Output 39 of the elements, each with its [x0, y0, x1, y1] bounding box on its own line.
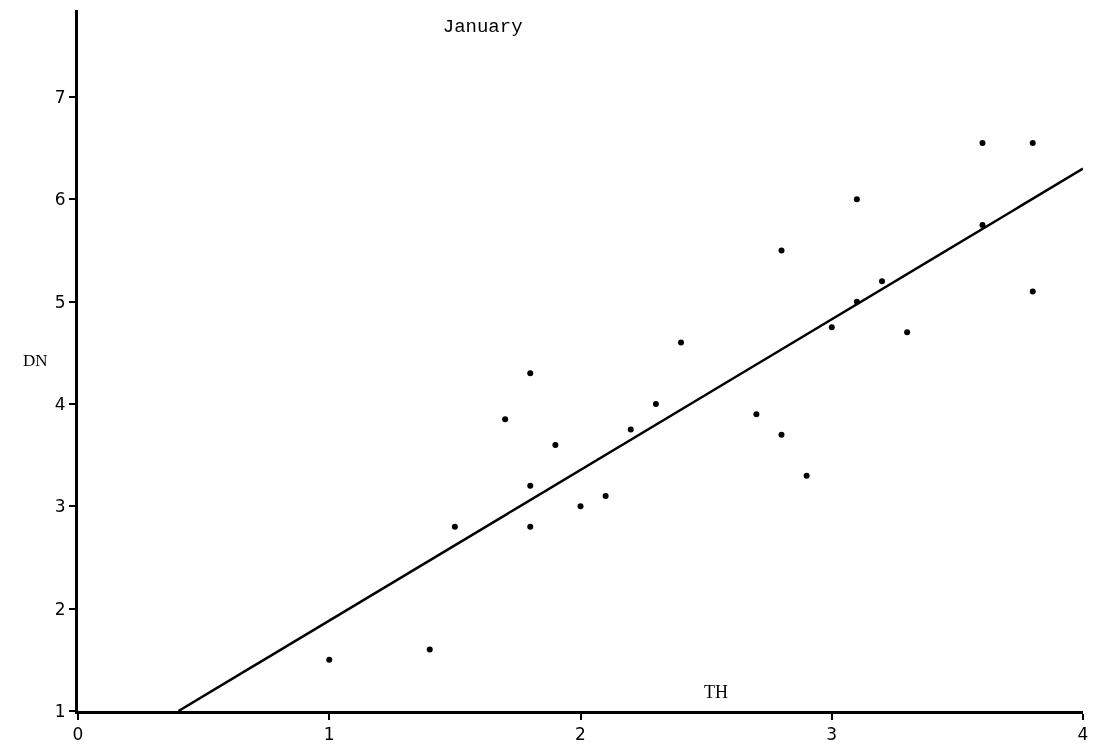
point: [853, 196, 860, 203]
x-tick-label: 0: [72, 724, 84, 745]
x-tick-label: 2: [575, 724, 586, 745]
y-tick-label: 3: [54, 496, 66, 517]
point: [879, 278, 885, 285]
point: [602, 493, 609, 500]
chart-title: January: [442, 16, 523, 39]
x-tick-label: 4: [1077, 724, 1089, 745]
point: [527, 523, 534, 530]
point: [426, 646, 433, 653]
point: [502, 416, 509, 423]
point: [652, 400, 659, 407]
point: [778, 431, 785, 438]
point: [527, 370, 534, 377]
point: [753, 411, 760, 418]
y-tick-label: 2: [54, 598, 66, 619]
point: [451, 523, 458, 530]
y-axis-title: DN: [23, 351, 48, 370]
y-tick-label: 6: [54, 189, 66, 210]
y-tick-label: 7: [54, 86, 66, 107]
point: [326, 656, 333, 663]
y-tick-label: 4: [54, 393, 66, 414]
point: [1029, 288, 1036, 295]
point: [904, 329, 911, 336]
x-tick-label: 1: [323, 724, 335, 745]
point: [577, 503, 584, 510]
point: [778, 247, 785, 254]
point: [627, 426, 634, 433]
point: [552, 441, 559, 448]
y-tick-label: 1: [54, 700, 66, 721]
point: [803, 472, 810, 479]
point: [828, 324, 835, 331]
point: [1029, 140, 1036, 147]
y-tick-label: 5: [54, 291, 66, 312]
point: [527, 482, 534, 489]
x-axis-title: TH: [704, 682, 728, 702]
x-tick-label: 3: [826, 724, 838, 745]
point: [678, 339, 684, 346]
point: [979, 140, 986, 147]
